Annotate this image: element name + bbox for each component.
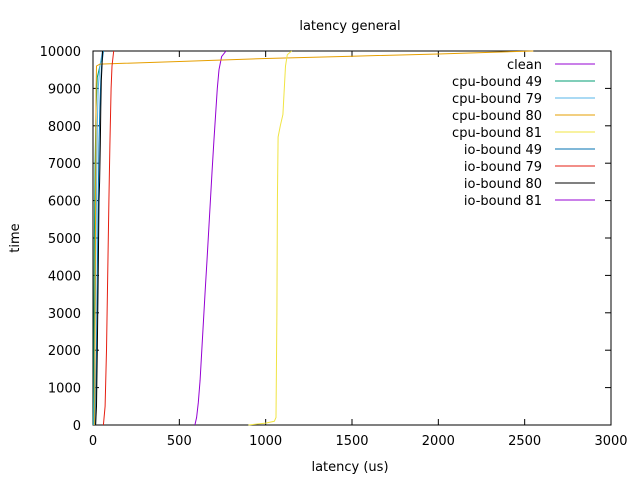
chart-title: latency general xyxy=(299,19,400,34)
series-line-io-bound-79 xyxy=(102,50,115,426)
y-tick-label: 5000 xyxy=(48,232,81,247)
y-tick-label: 2000 xyxy=(48,344,81,359)
y-tick-label: 9000 xyxy=(48,82,81,97)
y-tick-label: 6000 xyxy=(48,195,81,210)
series-line-cpu-bound-80 xyxy=(94,50,534,426)
legend-label: io-bound 80 xyxy=(464,177,542,192)
y-tick-label: 10000 xyxy=(40,45,81,60)
x-tick-label: 2500 xyxy=(508,434,541,449)
series-line-clean xyxy=(194,50,227,426)
x-tick-label: 3000 xyxy=(594,434,627,449)
x-tick-label: 1500 xyxy=(335,434,368,449)
legend-label: cpu-bound 80 xyxy=(452,109,542,124)
x-tick-label: 1000 xyxy=(249,434,282,449)
legend-label: io-bound 81 xyxy=(464,194,542,209)
y-tick-label: 8000 xyxy=(48,120,81,135)
legend-label: clean xyxy=(507,58,542,73)
x-tick-label: 500 xyxy=(167,434,192,449)
x-axis-label: latency (us) xyxy=(311,460,388,475)
y-tick-label: 4000 xyxy=(48,269,81,284)
legend-label: cpu-bound 49 xyxy=(452,75,542,90)
y-axis-label: time xyxy=(8,223,23,252)
y-tick-label: 3000 xyxy=(48,307,81,322)
legend-label: cpu-bound 79 xyxy=(452,92,542,107)
x-tick-label: 2000 xyxy=(422,434,455,449)
x-tick-label: 0 xyxy=(89,434,97,449)
legend-label: io-bound 49 xyxy=(464,143,542,158)
plot-frame xyxy=(92,50,612,426)
series-line-io-bound-80 xyxy=(95,50,103,426)
axis-ticks: 0 500 1000 1500 2000 2500 3000 0 1000 2000 3000 400… xyxy=(40,45,628,449)
y-tick-label: 1000 xyxy=(48,382,81,397)
y-tick-label: 7000 xyxy=(48,157,81,172)
legend: clean cpu-bound 49 cpu-bound 79 cpu-bound 8… xyxy=(452,58,595,209)
legend-label: io-bound 79 xyxy=(464,160,542,175)
series-line-cpu-bound-81 xyxy=(248,50,292,426)
series-lines xyxy=(92,50,534,426)
legend-label: cpu-bound 81 xyxy=(452,126,542,141)
y-tick-label: 0 xyxy=(73,419,81,434)
